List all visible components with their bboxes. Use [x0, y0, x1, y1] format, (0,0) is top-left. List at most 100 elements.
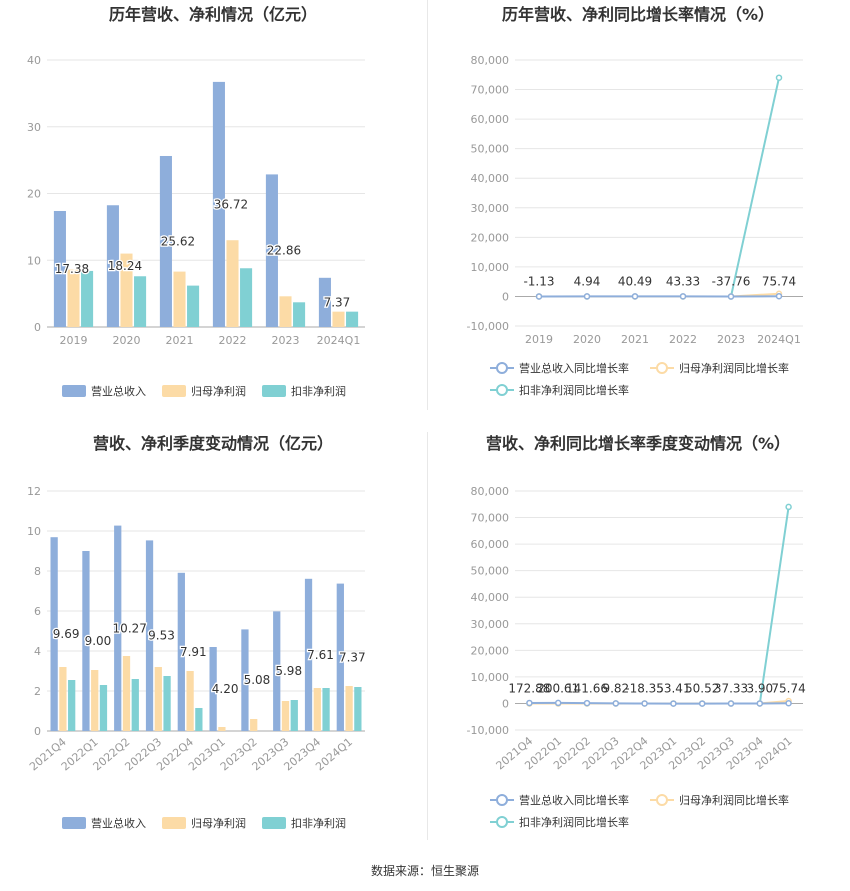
quarterly_growth-point [554, 699, 562, 707]
annual_growth-xtick-label: 2024Q1 [757, 333, 801, 346]
quarterly_amount-legend-swatch [262, 817, 286, 829]
annual_amount-xtick-label: 2024Q1 [317, 334, 361, 347]
quarterly_growth-point [698, 700, 706, 707]
quarterly_amount-bar [195, 708, 203, 731]
quarterly_growth-data-label: 9.82 [602, 681, 629, 695]
quarterly_growth-data-label: 3.90 [746, 681, 773, 695]
annual_amount-legend-label: 扣非净利润 [291, 384, 346, 398]
annual_amount-legend-label: 归母净利润 [191, 384, 246, 398]
quarterly_growth-series-line [529, 701, 789, 705]
annual_amount-bar [265, 174, 278, 327]
quarterly_amount-bar [186, 671, 194, 731]
annual_growth-data-label: 40.49 [618, 274, 652, 288]
quarterly_amount-ytick-label: 10 [27, 525, 41, 538]
quarterly_amount-data-label: 10.27 [113, 621, 147, 635]
quarterly_amount-bar [304, 578, 313, 731]
quarterly_amount-bar [122, 656, 131, 731]
quarterly_amount-legend-label: 营业总收入 [91, 816, 146, 830]
annual_amount-bar [120, 253, 133, 327]
divider-top [427, 0, 428, 410]
quarterly_amount-bar [177, 572, 185, 731]
quarterly_amount-data-label: 7.37 [339, 650, 366, 664]
quarterly_amount-data-label: 9.69 [53, 627, 80, 641]
annual_amount-bar [173, 271, 186, 327]
quarterly_amount-bar [345, 686, 353, 731]
quarterly_growth-ytick-label: 80,000 [471, 485, 510, 498]
divider-bottom [427, 432, 428, 840]
annual_amount-xtick-label: 2021 [166, 334, 194, 347]
quarterly_amount-data-label: 7.61 [307, 648, 334, 662]
annual_amount-data-label: 25.62 [161, 234, 195, 248]
quarterly_growth-title: 营收、净利同比增长率季度变动情况（%） [486, 434, 790, 453]
annual_amount-bar [332, 311, 345, 327]
annual_amount-bar [187, 285, 200, 327]
annual_amount-xtick-label: 2023 [272, 334, 300, 347]
quarterly_amount-bar [273, 611, 281, 731]
quarterly_amount-title: 营收、净利季度变动情况（亿元） [93, 434, 333, 453]
annual_growth-xtick-label: 2021 [621, 333, 649, 346]
annual_amount-legend-label: 营业总收入 [91, 384, 146, 398]
annual_growth-point [775, 292, 783, 300]
quarterly_amount-ytick-label: 4 [34, 645, 41, 658]
annual_growth-point [727, 293, 735, 300]
annual_growth-data-label: 75.74 [762, 274, 796, 288]
annual_growth-ytick-label: 40,000 [471, 172, 510, 185]
quarterly_amount-bar [336, 583, 344, 731]
quarterly_amount-data-label: 9.00 [85, 634, 112, 648]
quarterly_growth-ytick-label: 40,000 [471, 591, 510, 604]
annual_amount-title: 历年营收、净利情况（亿元） [109, 5, 317, 24]
annual_growth-ytick-label: 0 [502, 290, 509, 303]
annual_growth-xtick-label: 2020 [573, 333, 601, 346]
quarterly_growth-data-label: 50.52 [685, 681, 719, 695]
quarterly_growth-data-label: 37.33 [714, 681, 748, 695]
annual_amount-data-label: 36.72 [214, 197, 248, 211]
annual_growth-legend-label: 扣非净利润同比增长率 [519, 383, 629, 397]
quarterly_amount-bar [82, 551, 90, 731]
quarterly_amount-bar [354, 687, 362, 731]
annual_growth-xtick-label: 2019 [525, 333, 553, 346]
quarterly_growth-point [785, 699, 792, 707]
quarterly_growth-legend-label: 扣非净利润同比增长率 [519, 815, 629, 829]
quarterly_amount-legend-swatch [62, 817, 86, 829]
quarterly_amount-bar [322, 688, 330, 731]
quarterly_amount-legend-swatch [162, 817, 186, 829]
annual_amount-bar [279, 296, 292, 327]
quarterly_growth-ytick-label: 70,000 [471, 512, 510, 525]
quarterly_amount-bar [114, 525, 122, 731]
annual_amount-ytick-label: 10 [27, 254, 41, 267]
annual_growth-point [583, 293, 591, 300]
source-footer: 数据来源：恒生聚源 [0, 862, 850, 879]
annual_growth-ytick-label: -10,000 [467, 320, 509, 333]
quarterly_growth-ytick-label: 20,000 [471, 644, 510, 657]
quarterly_growth-point [526, 699, 533, 707]
annual_growth-legend-marker [496, 362, 508, 374]
quarterly_growth-data-label: 75.74 [771, 681, 805, 695]
annual_growth-point [775, 74, 783, 81]
annual_amount-bar [318, 277, 331, 327]
quarterly_amount-data-label: 5.98 [275, 664, 302, 678]
quarterly_amount-bar [91, 670, 99, 731]
source-name: 恒生聚源 [431, 864, 480, 878]
quarterly_growth-data-label: 200.61 [537, 681, 579, 695]
quarterly_amount-data-label: 4.20 [212, 682, 239, 696]
quarterly_amount-bar [50, 537, 58, 731]
annual_growth-data-label: -37.76 [712, 274, 751, 288]
annual_amount-ytick-label: 0 [34, 321, 41, 334]
source-label: 数据来源： [370, 864, 431, 878]
annual_growth-data-label: 43.33 [666, 274, 700, 288]
quarterly_amount-ytick-label: 8 [34, 565, 41, 578]
annual_amount-ytick-label: 30 [27, 121, 41, 134]
quarterly_growth-ytick-label: 0 [502, 697, 509, 710]
annual_growth-data-label: -1.13 [523, 274, 554, 288]
quarterly_growth-point [612, 700, 620, 707]
quarterly_growth-ytick-label: 30,000 [471, 618, 510, 631]
quarterly_amount-bar [313, 688, 321, 731]
quarterly_growth-data-label: 141.66 [566, 681, 608, 695]
quarterly_amount-data-label: 7.91 [180, 645, 207, 659]
quarterly_growth-ytick-label: -10,000 [467, 724, 509, 737]
quarterly_growth-point [727, 700, 735, 707]
annual_amount-bar [159, 155, 172, 327]
annual_growth-ytick-label: 30,000 [471, 202, 510, 215]
quarterly_growth-data-label: 172.88 [508, 681, 550, 695]
annual_amount-data-label: 17.38 [55, 262, 89, 276]
